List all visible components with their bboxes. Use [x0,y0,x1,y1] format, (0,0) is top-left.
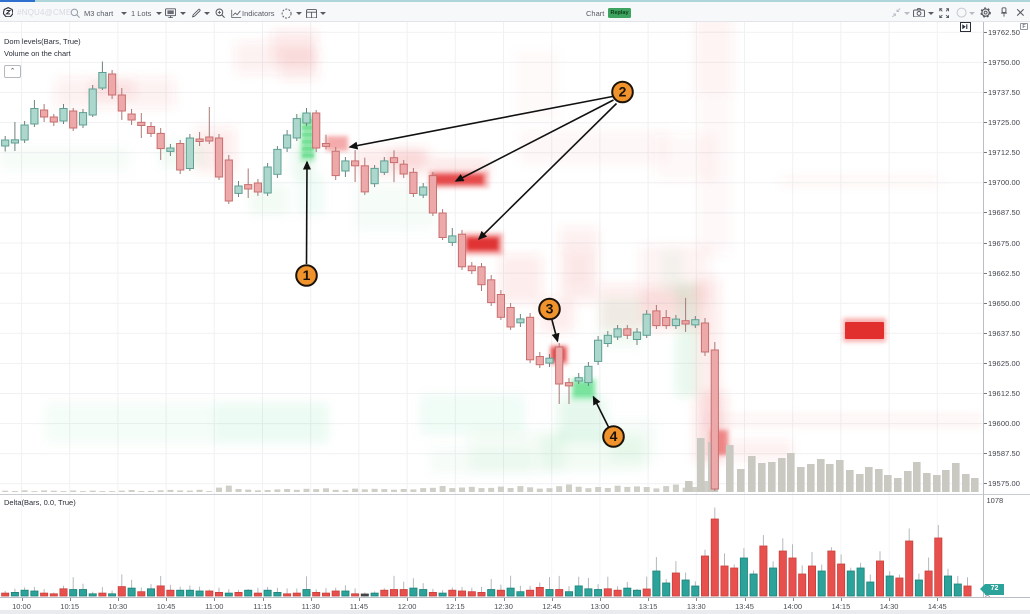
svg-text:4: 4 [610,428,618,444]
svg-text:2: 2 [619,84,627,100]
svg-text:3: 3 [546,301,554,317]
svg-text:1: 1 [303,267,311,283]
